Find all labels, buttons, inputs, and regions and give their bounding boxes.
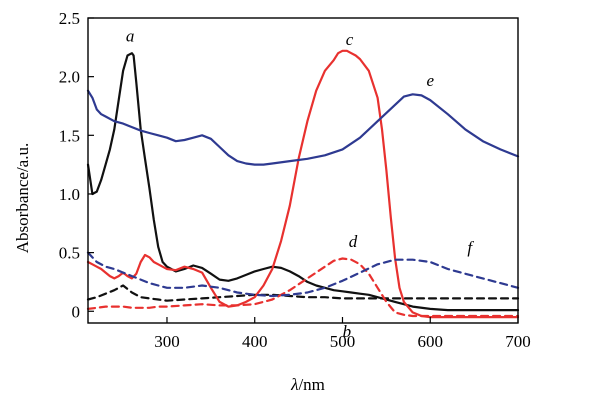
y-tick-label: 2.5 [59,9,80,28]
series-label-layer: a b c d e f [126,27,474,342]
series-line-d [86,257,520,318]
y-tick-label: 1.0 [59,185,80,204]
x-axis-title-symbol: λ [290,375,298,394]
x-tick-label: 300 [154,332,180,351]
x-tick-label: 400 [242,332,268,351]
series-line-b [86,284,520,302]
plot-frame [87,17,519,324]
series-line-c [86,49,520,319]
series-label-b: b [343,322,352,341]
series-line-f [86,251,520,298]
series-label-d: d [349,232,358,251]
series-label-f: f [467,238,474,257]
x-tick-label: 500 [330,332,356,351]
series-label-a: a [126,27,135,46]
y-axis-title: Absorbance/a.u. [13,143,32,253]
x-axis-title-unit: /nm [298,375,324,394]
series-layer [86,49,520,319]
x-tick-label: 600 [417,332,443,351]
tick-layer: 300 400 500 600 700 0 0.5 1.0 1.5 2.0 2.5 [59,9,531,351]
series-label-c: c [346,30,354,49]
y-tick-label: 1.5 [59,126,80,145]
y-tick-label: 2.0 [59,68,80,87]
y-tick-label: 0 [72,302,81,321]
x-axis-title: λ/nm [290,375,325,394]
x-tick-label: 700 [505,332,531,351]
series-line-e [86,89,520,166]
y-tick-label: 0.5 [59,244,80,263]
series-label-e: e [426,71,434,90]
